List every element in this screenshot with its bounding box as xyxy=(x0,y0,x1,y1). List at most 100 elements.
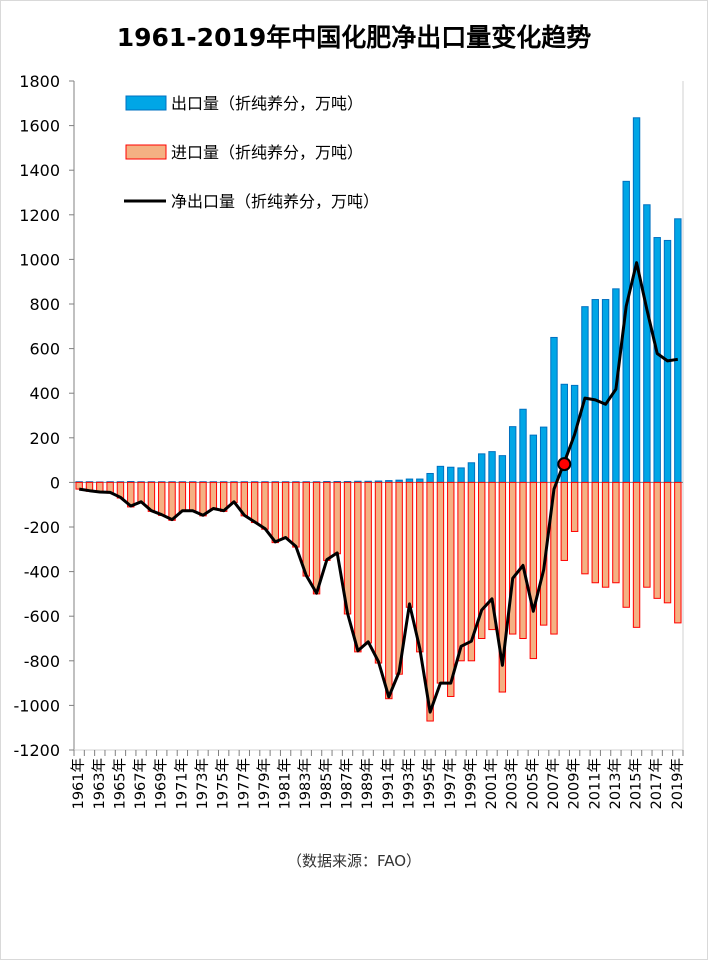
import-bar xyxy=(333,481,341,555)
import-bar xyxy=(478,481,486,639)
x-tick-label: 1961年 xyxy=(70,758,87,809)
export-bar xyxy=(674,218,682,483)
import-bar xyxy=(168,481,176,521)
import-bar xyxy=(560,481,568,561)
import-bar xyxy=(364,481,372,644)
y-tick-label: 1600 xyxy=(19,117,60,136)
import-bar xyxy=(467,481,476,662)
x-tick-label: 2007年 xyxy=(545,758,562,809)
x-tick-label: 1969年 xyxy=(153,758,170,809)
legend-label: 进口量（折纯养分，万吨） xyxy=(171,143,363,162)
import-bar xyxy=(395,481,403,675)
x-tick-label: 2005年 xyxy=(524,758,541,809)
x-tick-label: 1993年 xyxy=(400,758,417,809)
import-bar xyxy=(230,481,238,503)
y-tick-label: 400 xyxy=(29,384,60,403)
import-bar xyxy=(405,481,414,608)
import-bar xyxy=(416,481,424,653)
import-bar xyxy=(271,481,279,544)
x-tick-label: 1995年 xyxy=(421,758,438,809)
x-tick-label: 1997年 xyxy=(442,758,459,809)
import-bar xyxy=(591,481,599,584)
export-bar xyxy=(457,467,465,483)
import-bar xyxy=(292,481,300,548)
x-tick-label: 2019年 xyxy=(669,758,686,809)
import-bar xyxy=(312,481,321,595)
import-bar xyxy=(508,481,517,635)
net-export-line xyxy=(78,261,679,714)
line-layer xyxy=(78,261,679,714)
import-bar xyxy=(261,481,269,530)
y-tick-label: 1000 xyxy=(19,250,60,269)
import-bar xyxy=(457,481,465,662)
import-bar xyxy=(529,481,538,660)
import-bar xyxy=(75,481,83,490)
export-bar xyxy=(539,426,548,483)
import-bar xyxy=(622,481,630,608)
import-bar xyxy=(209,481,218,510)
import-bar xyxy=(374,481,383,664)
chart-title: 1961-2019年中国化肥净出口量变化趋势 xyxy=(116,23,592,52)
import-bar xyxy=(643,481,651,588)
x-tick-label: 2009年 xyxy=(566,758,583,809)
y-tick-label: 200 xyxy=(29,429,60,448)
x-tick-label: 1991年 xyxy=(380,758,397,809)
import-bar xyxy=(447,481,455,697)
x-tick-label: 1999年 xyxy=(462,758,479,809)
import-bar xyxy=(158,481,166,516)
import-bar xyxy=(137,481,145,503)
legend: 出口量（折纯养分，万吨） 进口量（折纯养分，万吨） 净出口量（折纯养分，万吨） xyxy=(124,94,379,211)
y-tick-label: 1800 xyxy=(19,72,60,91)
x-tick-label: 1979年 xyxy=(256,758,273,809)
import-bar xyxy=(250,481,259,524)
export-bar xyxy=(653,237,661,483)
legend-label: 净出口量（折纯养分，万吨） xyxy=(171,192,379,211)
y-tick-label: 0 xyxy=(50,473,60,492)
export-bar xyxy=(529,434,538,483)
x-tick-label: 1983年 xyxy=(297,758,314,809)
x-tick-label: 2001年 xyxy=(483,758,500,809)
export-bar xyxy=(426,472,434,483)
import-bar xyxy=(178,481,187,512)
export-bar xyxy=(508,426,517,483)
import-bar xyxy=(426,481,434,722)
export-bar xyxy=(581,306,589,483)
y-tick-label: 800 xyxy=(29,295,60,314)
y-tick-label: 1200 xyxy=(19,206,60,225)
import-bar xyxy=(612,481,620,584)
x-tick-label: 1965年 xyxy=(111,758,128,809)
import-bar xyxy=(323,481,331,561)
import-bar xyxy=(498,481,507,693)
import-bar xyxy=(436,481,445,684)
y-tick-label: -800 xyxy=(24,652,60,671)
import-bar xyxy=(519,481,527,639)
import-bar xyxy=(653,481,661,599)
x-tick-label: 1963年 xyxy=(91,758,108,809)
x-tick-label: 2011年 xyxy=(586,758,603,809)
y-tick-label: 1400 xyxy=(19,161,60,180)
import-bar xyxy=(302,481,310,577)
export-bar xyxy=(498,455,507,483)
x-tick-label: 2013年 xyxy=(607,758,624,809)
import-bar xyxy=(601,481,610,588)
import-bar xyxy=(550,481,558,635)
import-bar xyxy=(674,481,682,624)
export-bar xyxy=(488,451,496,483)
highlight-point xyxy=(557,457,572,472)
export-bar xyxy=(467,462,476,483)
export-bar xyxy=(643,204,651,483)
y-tick-label: -1000 xyxy=(14,696,61,715)
y-tick-label: -200 xyxy=(24,518,60,537)
y-tick-label: -1200 xyxy=(14,741,61,760)
export-bar xyxy=(550,336,558,483)
legend-label: 出口量（折纯养分，万吨） xyxy=(171,94,363,113)
export-bar xyxy=(632,117,641,483)
import-bar xyxy=(570,481,579,532)
import-bar xyxy=(189,481,197,512)
x-tick-label: 2003年 xyxy=(504,758,521,809)
x-tick-label: 1975年 xyxy=(215,758,232,809)
legend-swatch-export xyxy=(125,95,167,111)
import-bar xyxy=(354,481,362,653)
